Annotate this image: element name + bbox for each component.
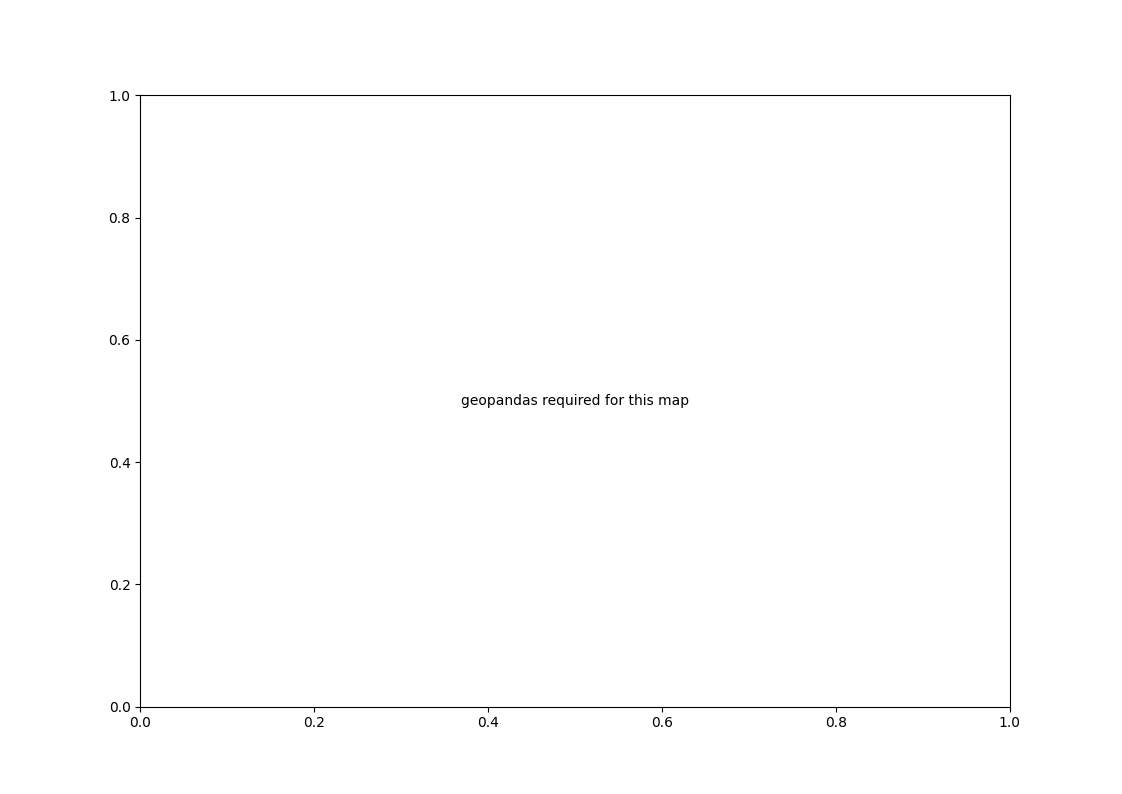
Text: geopandas required for this map: geopandas required for this map [461,394,689,408]
